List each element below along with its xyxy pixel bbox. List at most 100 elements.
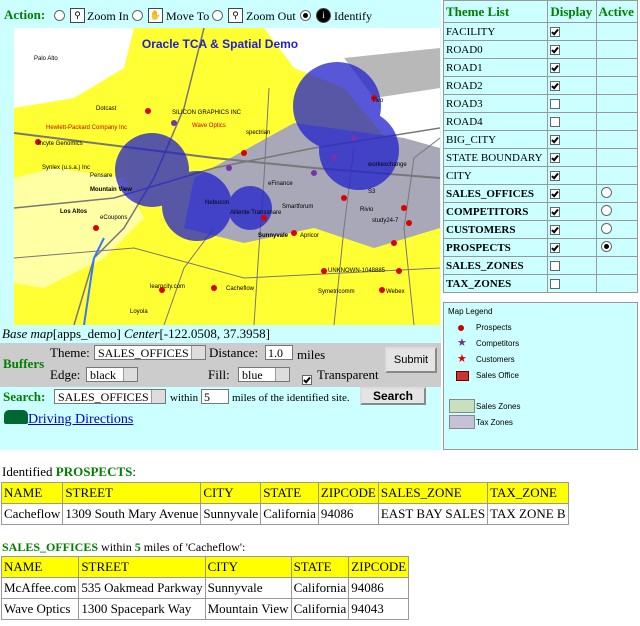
fill-select[interactable]: blue <box>238 367 290 382</box>
tool-radio[interactable] <box>300 10 311 21</box>
display-checkbox[interactable] <box>550 134 561 145</box>
theme-name: SALES_OFFICES <box>442 184 549 203</box>
search-button[interactable]: Search <box>360 387 426 405</box>
active-radio[interactable] <box>600 240 612 252</box>
map-label: UNKNOWN-1048885 <box>328 268 386 274</box>
display-checkbox[interactable] <box>550 44 561 55</box>
active-radio[interactable] <box>600 222 612 234</box>
active-cell <box>595 94 639 113</box>
display-checkbox[interactable] <box>550 242 561 253</box>
cell: Cacheflow <box>0 503 64 525</box>
cell: EAST BAY SALES <box>377 503 489 525</box>
header-cell: SALES_ZONE <box>377 482 489 504</box>
active-cell <box>595 58 639 77</box>
theme: PROSPECTS <box>55 464 133 479</box>
map-labels: Palo Alto Dotcast SILICON GRAPHICS INC H… <box>34 56 407 315</box>
theme-row: ROAD2 <box>442 76 639 95</box>
theme-name: ROAD0 <box>442 40 549 59</box>
display-checkbox[interactable] <box>550 260 561 271</box>
map-label: Symetricomm <box>318 289 355 295</box>
data-row: Cacheflow 1309 South Mary Avenue Sunnyvale… <box>0 503 569 525</box>
legend-label: Sales Zones <box>476 402 521 411</box>
search-distance-input[interactable]: 5 <box>201 389 229 404</box>
theme-row: SALES_OFFICES <box>442 184 639 203</box>
active-cell <box>595 112 639 131</box>
display-cell <box>547 112 597 131</box>
edge-select[interactable]: black <box>86 367 138 382</box>
cell: 535 Oakmead Parkway <box>78 577 206 599</box>
header-row: NAME STREET CITY STATE ZIPCODE SALES_ZONE TAX_… <box>0 482 569 504</box>
header-cell: ZIPCODE <box>348 556 410 578</box>
basemap-info: Base map[apps_demo] Center[-122.0508, 37… <box>2 326 441 342</box>
display-checkbox[interactable] <box>550 224 561 235</box>
header-cell: Theme List <box>442 0 549 23</box>
display-checkbox[interactable] <box>550 116 561 127</box>
display-checkbox[interactable] <box>550 26 561 37</box>
label: Distance: <box>209 345 259 360</box>
active-radio[interactable] <box>600 204 612 216</box>
theme-name: ROAD4 <box>442 112 549 131</box>
map-legend: Map Legend Prospects ★ Competitors ★ Cus… <box>443 302 638 450</box>
theme: SALES_OFFICES <box>2 540 99 554</box>
header-cell: Display <box>547 0 597 23</box>
distance-input[interactable]: 1.0 <box>265 345 293 360</box>
map-label: Wave Optics <box>192 123 226 129</box>
header-cell: STREET <box>62 482 202 504</box>
display-checkbox[interactable] <box>550 170 561 181</box>
cell: TAX ZONE B <box>487 503 569 525</box>
display-cell <box>547 40 597 59</box>
display-checkbox[interactable] <box>550 206 561 217</box>
search-theme-select[interactable]: SALES_OFFICES <box>54 389 166 404</box>
text: Identified <box>2 464 56 479</box>
theme-row: COMPETITORS <box>442 202 639 221</box>
prospects-table: NAME STREET CITY STATE ZIPCODE SALES_ZONE TAX_… <box>0 482 569 525</box>
display-checkbox[interactable] <box>550 188 561 199</box>
tool-label[interactable]: Move To <box>166 9 210 23</box>
theme-row: TAX_ZONES <box>442 274 639 293</box>
tool-label[interactable]: Identify <box>334 9 372 23</box>
map[interactable]: Oracle TCA & Spatial Demo Palo Alto Dotc… <box>14 28 440 325</box>
map-label: S3 <box>368 189 376 195</box>
offices-heading: SALES_OFFICES within 5 miles of 'Cachefl… <box>2 540 245 555</box>
display-checkbox[interactable] <box>550 278 561 289</box>
map-label: Mountain View <box>90 187 132 193</box>
display-cell <box>547 202 597 221</box>
display-checkbox[interactable] <box>550 80 561 91</box>
label: Theme: <box>50 345 90 360</box>
display-checkbox[interactable] <box>550 62 561 73</box>
theme-row: CUSTOMERS <box>442 220 639 239</box>
tool-label[interactable]: Zoom Out <box>246 9 296 23</box>
theme-select[interactable]: SALES_OFFICES <box>94 345 206 360</box>
display-cell <box>547 130 597 149</box>
cell: Sunnyvale <box>200 503 262 525</box>
theme-row: ROAD4 <box>442 112 639 131</box>
map-title: Oracle TCA & Spatial Demo <box>142 37 298 51</box>
directions-link[interactable]: Driving Directions <box>28 412 134 427</box>
display-checkbox[interactable] <box>550 98 561 109</box>
theme-row: FACILITY <box>442 22 639 41</box>
header-cell: NAME <box>0 556 80 578</box>
submit-button[interactable]: Submit <box>385 347 437 373</box>
transparent-checkbox[interactable] <box>302 375 312 386</box>
map-label: Synlex (u.s.a.) Inc <box>42 165 90 171</box>
tool-radio[interactable] <box>54 10 65 21</box>
tool-radio[interactable] <box>212 10 223 21</box>
active-radio[interactable] <box>600 186 612 198</box>
label: Base map <box>2 326 53 341</box>
theme-row: SALES_ZONES <box>442 256 639 275</box>
header-cell: CITY <box>200 482 262 504</box>
label: Fill: <box>208 367 230 382</box>
active-cell <box>595 184 639 203</box>
data-row: McAffee.com 535 Oakmead Parkway Sunnyvale C… <box>0 577 410 599</box>
active-cell <box>595 220 639 239</box>
cell: Sunnyvale <box>204 577 292 599</box>
buffers-panel: Buffers Theme: SALES_OFFICES Distance: 1… <box>0 343 441 387</box>
tool-radio[interactable] <box>132 10 143 21</box>
label: miles <box>297 347 326 362</box>
map-label: study24-7 <box>372 218 399 224</box>
display-checkbox[interactable] <box>550 152 561 163</box>
header-cell: Active <box>595 0 639 23</box>
cell: 94086 <box>348 577 410 599</box>
tool-label[interactable]: Zoom In <box>87 9 129 23</box>
display-cell <box>547 274 597 293</box>
